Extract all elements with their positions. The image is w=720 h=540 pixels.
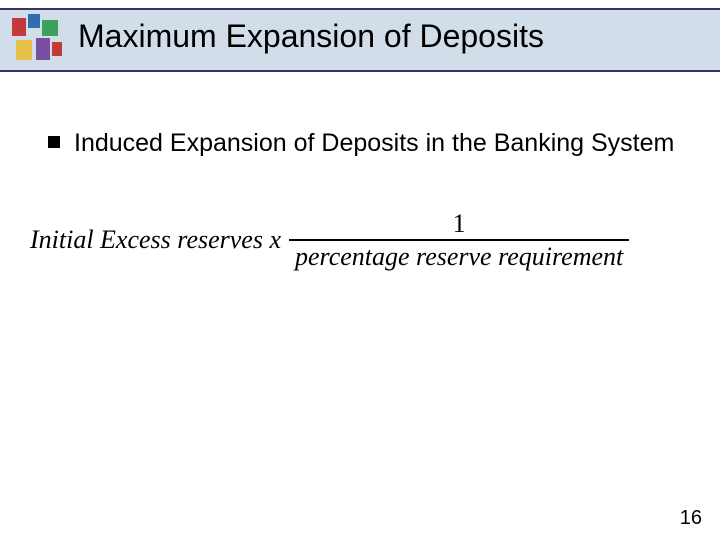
bullet-item: Induced Expansion of Deposits in the Ban… bbox=[48, 128, 680, 159]
page-number: 16 bbox=[680, 507, 702, 530]
logo-icon bbox=[8, 10, 66, 68]
square-bullet-icon bbox=[48, 136, 60, 148]
formula-denominator: percentage reserve requirement bbox=[289, 241, 629, 270]
formula-lhs: Initial Excess reserves x bbox=[30, 225, 281, 255]
formula: Initial Excess reserves x 1 percentage r… bbox=[30, 210, 700, 271]
bullet-text: Induced Expansion of Deposits in the Ban… bbox=[74, 128, 674, 159]
slide-title: Maximum Expansion of Deposits bbox=[78, 18, 544, 55]
formula-fraction: 1 percentage reserve requirement bbox=[289, 210, 629, 271]
formula-numerator: 1 bbox=[447, 210, 472, 239]
